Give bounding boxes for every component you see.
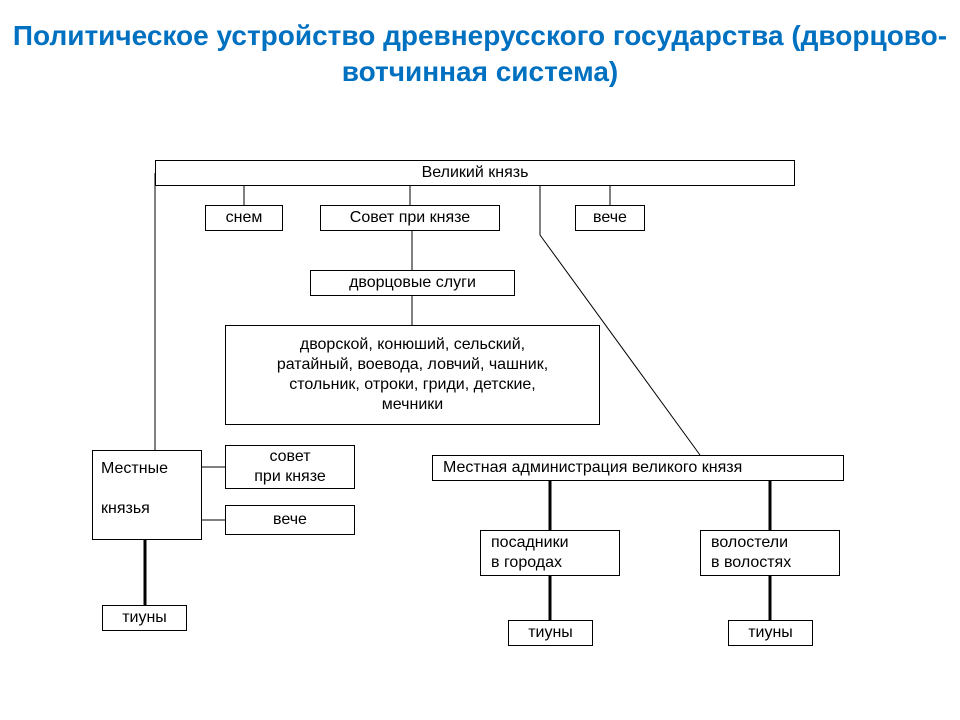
node-local-veche: вече (225, 505, 355, 535)
node-local-princes: Местные князья (92, 450, 202, 540)
node-local-admin: Местная администрация великого князя (432, 455, 844, 481)
node-posadniki: посадники в городах (480, 530, 620, 576)
node-tiuny-2: тиуны (508, 620, 593, 646)
node-palace-servants: дворцовые слуги (310, 270, 515, 296)
node-veche: вече (575, 205, 645, 231)
node-officials-list: дворской, конюший, сельский, ратайный, в… (225, 325, 600, 425)
node-tiuny-1: тиуны (102, 605, 187, 631)
node-local-council: совет при князе (225, 445, 355, 489)
node-council: Совет при князе (320, 205, 500, 231)
node-grand-prince: Великий князь (155, 160, 795, 186)
node-snem: снем (205, 205, 283, 231)
org-chart-diagram: Великий князь снем Совет при князе вече … (0, 0, 960, 720)
node-volosteli: волостели в волостях (700, 530, 840, 576)
edge-gp-localprinces (92, 173, 155, 455)
node-tiuny-3: тиуны (728, 620, 813, 646)
